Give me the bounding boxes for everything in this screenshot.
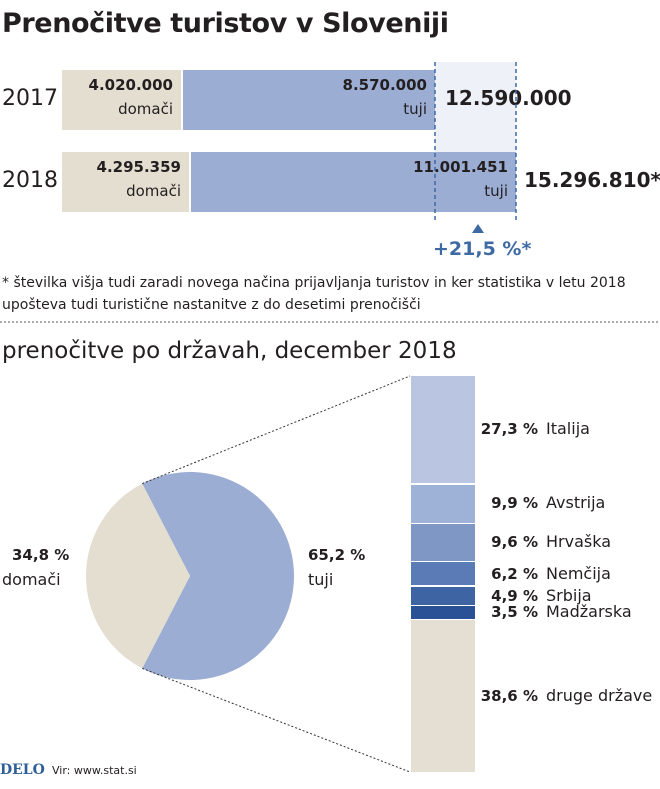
stack-category-label: Nemčija (546, 563, 611, 583)
pie-slice-foreign (142, 472, 294, 680)
value-label-foreign: 11.001.451 (413, 158, 508, 176)
stack-value-label: 6,2 % (491, 564, 538, 583)
stack-segment (411, 562, 475, 586)
stack-value-label: 27,3 % (480, 420, 538, 439)
bar-segment-domestic (62, 152, 189, 212)
stack-category-label: druge države (546, 686, 653, 706)
stack-segment (411, 484, 475, 523)
total-label: 12.590.000 (445, 86, 572, 110)
footnote: * številka višja tudi zaradi novega nači… (2, 275, 626, 313)
stack-segment (411, 620, 475, 773)
growth-arrow-icon (472, 224, 484, 233)
stack-segment (411, 586, 475, 605)
connector-line (142, 375, 411, 485)
year-label: 2018 (2, 168, 58, 193)
stack-category-label: Hrvaška (546, 532, 612, 552)
pie-value-domestic: 34,8 % (12, 546, 70, 564)
series-label-foreign: tuji (403, 100, 427, 118)
stack-segment (411, 376, 475, 484)
bar-segment-foreign (183, 70, 435, 130)
pie-slice-domestic (85, 483, 190, 669)
series-label-domestic: domači (118, 100, 173, 118)
connector-line (142, 667, 411, 773)
stack-segment (411, 524, 475, 561)
stack-category-label: Avstrija (546, 493, 606, 513)
value-label-foreign: 8.570.000 (342, 76, 427, 94)
stack-value-label: 3,5 % (491, 603, 538, 622)
stack-category-label: Srbija (546, 585, 592, 605)
pie-label-domestic: domači (2, 570, 61, 589)
value-label-domestic: 4.295.359 (96, 158, 181, 176)
stack-category-label: Madžarska (546, 602, 632, 622)
total-label: 15.296.810* (524, 168, 660, 192)
brand-logo: DELO (0, 762, 45, 778)
bar-segment-foreign (191, 152, 516, 212)
bar-segment-domestic (62, 70, 181, 130)
stack-segment (411, 606, 475, 619)
chart-title: Prenočitve turistov v Sloveniji (2, 8, 449, 39)
pie-subtitle: prenočitve po državah, december 2018 (2, 338, 457, 364)
source-text: Vir: www.stat.si (52, 764, 137, 777)
value-label-domestic: 4.020.000 (88, 76, 173, 94)
stack-value-label: 9,6 % (491, 533, 538, 552)
pie-value-foreign: 65,2 % (308, 546, 366, 564)
series-label-domestic: domači (126, 182, 181, 200)
stack-category-label: Italija (546, 419, 590, 439)
pie-label-foreign: tuji (308, 570, 334, 589)
stack-value-label: 4,9 % (491, 586, 538, 605)
growth-label: +21,5 %* (433, 238, 532, 260)
year-label: 2017 (2, 86, 58, 111)
stack-value-label: 9,9 % (491, 494, 538, 513)
stack-value-label: 38,6 % (480, 687, 538, 706)
series-label-foreign: tuji (484, 182, 508, 200)
